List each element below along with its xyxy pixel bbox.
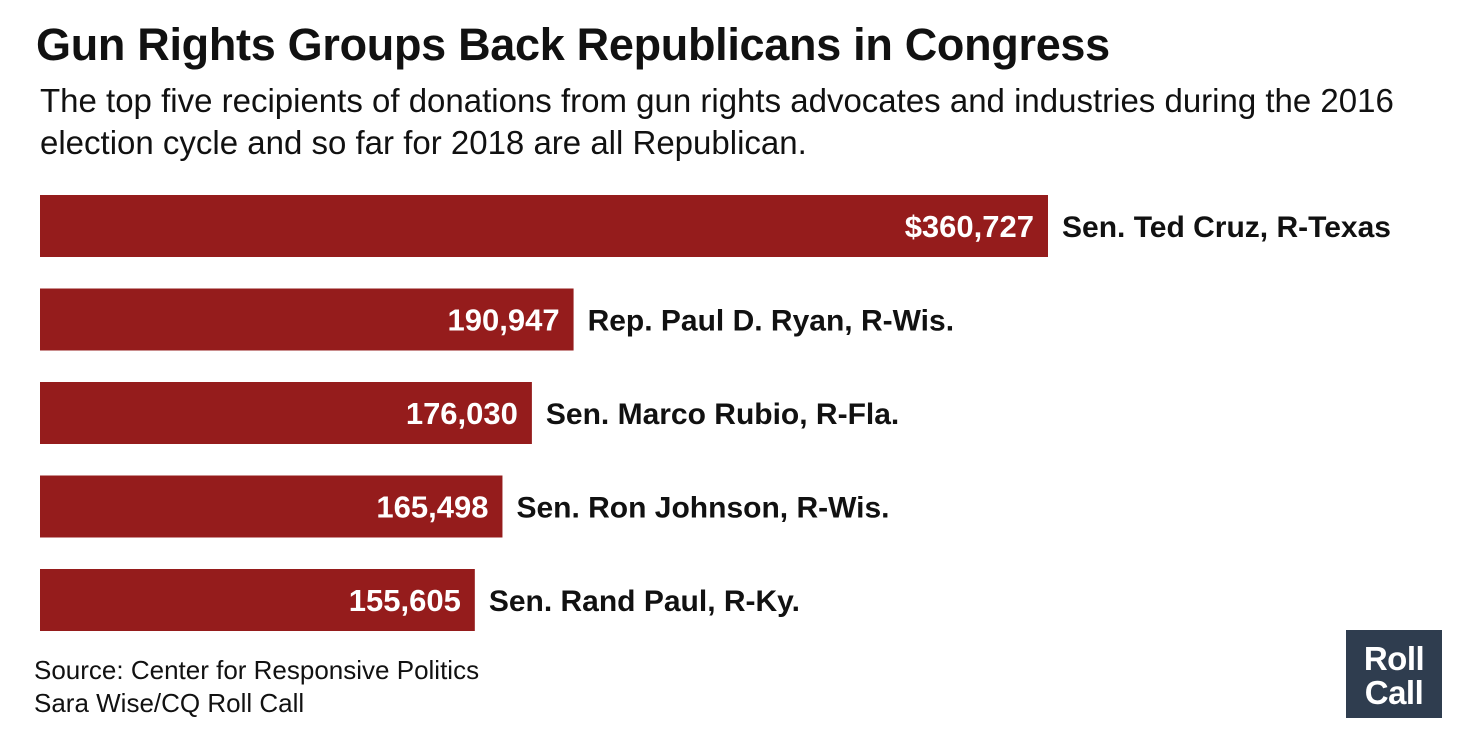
bar [40,569,475,631]
bar-group: 155,605 Sen. Rand Paul, R-Ky. [40,569,800,631]
bar-category-label: Sen. Ted Cruz, R-Texas [1062,211,1391,244]
source-text: Source: Center for Responsive Politics [34,655,480,685]
source-note: Source: Center for Responsive Politics S… [34,654,479,720]
chart-title: Gun Rights Groups Back Republicans in Co… [36,19,1110,70]
bar-value-label: 176,030 [406,396,518,431]
bar-category-label: Rep. Paul D. Ryan, R-Wis. [588,305,954,338]
bar-group: 190,947 Rep. Paul D. Ryan, R-Wis. [40,288,954,351]
bar-category-label: Sen. Marco Rubio, R-Fla. [546,398,899,431]
bar-group: $360,727 Sen. Ted Cruz, R-Texas [40,195,1391,257]
bar-value-label: 165,498 [376,490,488,525]
bar [40,475,503,538]
bar [40,288,574,351]
bar-category-label: Sen. Rand Paul, R-Ky. [489,585,800,618]
bar [40,195,1048,257]
chart-subtitle: The top five recipients of donations fro… [40,82,1394,161]
bar-category-label: Sen. Ron Johnson, R-Wis. [516,492,889,525]
logo-line-2: Call [1364,674,1424,711]
logo-line-1: Roll [1363,640,1425,677]
credit-text: Sara Wise/CQ Roll Call [34,688,305,718]
roll-call-logo: Roll Call [1346,630,1442,718]
bar-value-label: 155,605 [349,583,461,618]
bar-value-label: $360,727 [905,209,1034,244]
bar-group: 176,030 Sen. Marco Rubio, R-Fla. [40,382,899,444]
bar [40,382,532,444]
bar-value-label: 190,947 [448,303,560,338]
bar-group: 165,498 Sen. Ron Johnson, R-Wis. [40,475,890,538]
